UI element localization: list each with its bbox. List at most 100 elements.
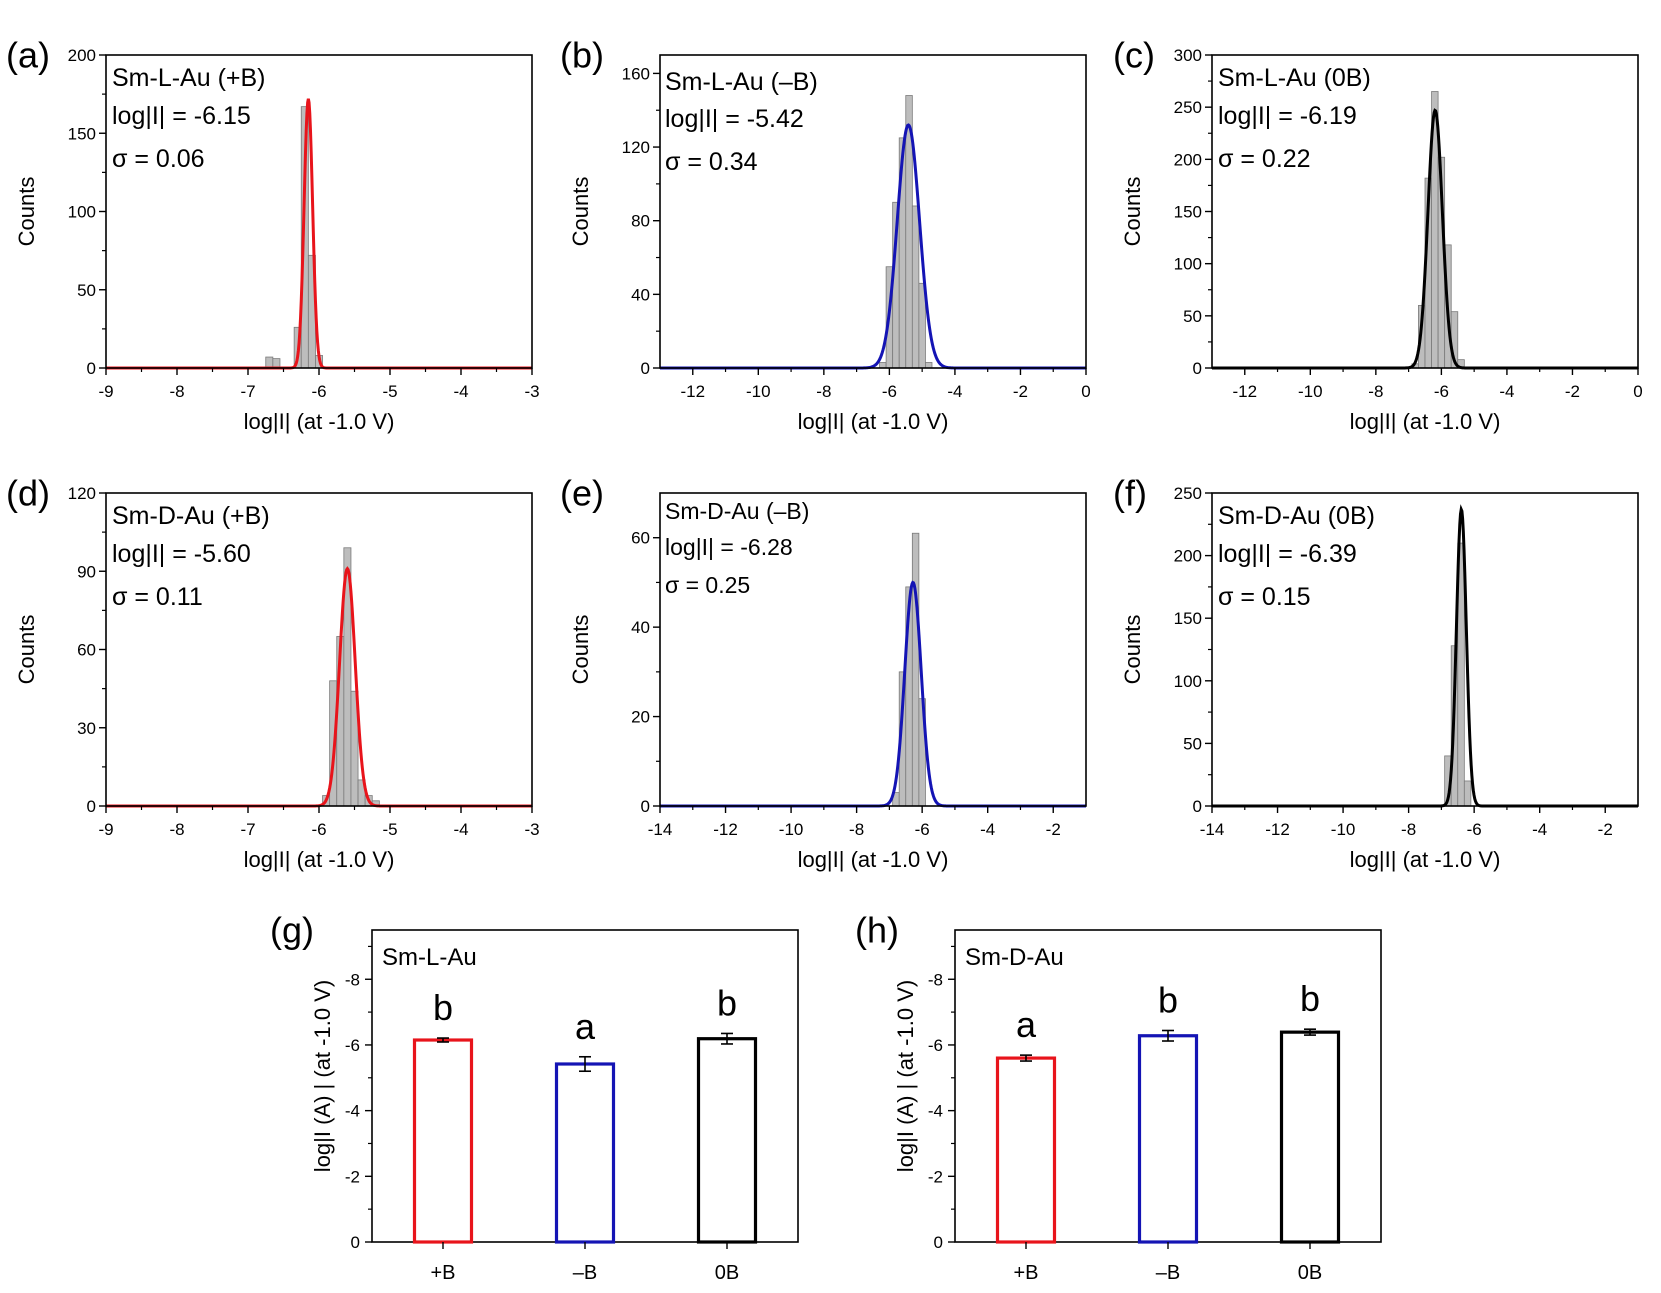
plot-frame (659, 54, 1087, 369)
annotation-text: Sm-L-Au (–B) (665, 68, 818, 96)
x-tick-label: -7 (240, 820, 255, 839)
x-tick-label: -12 (713, 820, 738, 839)
y-tick-label: -6 (928, 1036, 943, 1055)
annotation-text: Sm-D-Au (+B) (112, 502, 270, 530)
y-tick-label: 50 (1183, 307, 1202, 326)
x-tick-label: 0 (1633, 382, 1642, 401)
annotation-text: Sm-L-Au (382, 944, 477, 971)
x-tick-label: -14 (1200, 820, 1225, 839)
significance-letter: b (1300, 978, 1320, 1019)
y-tick-label: -6 (345, 1036, 360, 1055)
x-tick-label: -9 (98, 382, 113, 401)
x-tick-label: -2 (1598, 820, 1613, 839)
x-tick-label: -6 (311, 820, 326, 839)
x-tick-label: -3 (524, 820, 539, 839)
annotation-text: Sm-L-Au (+B) (112, 64, 266, 92)
histogram-bar (1463, 780, 1472, 807)
x-tick-label: -7 (240, 382, 255, 401)
y-tick-label: -2 (345, 1167, 360, 1186)
annotation-text: σ = 0.25 (665, 572, 750, 598)
x-tick-label: +B (1013, 1262, 1038, 1284)
x-tick-label: -8 (849, 820, 864, 839)
panel-label: (e) (560, 473, 604, 514)
significance-letter: b (1158, 979, 1178, 1020)
bar (554, 1062, 616, 1244)
y-tick-label: 40 (631, 285, 650, 304)
histogram-bar (925, 362, 933, 369)
y-axis-label: log|I (A) | (at -1.0 V) (310, 980, 335, 1172)
y-tick-label: 90 (77, 562, 96, 581)
bar (995, 1056, 1057, 1244)
x-tick-label: –B (573, 1262, 597, 1284)
y-tick-label: 0 (934, 1233, 943, 1252)
significance-letter: a (1016, 1004, 1037, 1045)
x-tick-label: -5 (382, 382, 397, 401)
x-tick-label: -6 (882, 382, 897, 401)
annotation-text: σ = 0.34 (665, 148, 758, 176)
y-tick-label: 0 (87, 797, 96, 816)
panel-label: (d) (6, 473, 50, 514)
histogram-bar (879, 362, 887, 369)
y-tick-label: 20 (631, 708, 650, 727)
annotation-text: log|I| = -6.39 (1218, 540, 1357, 568)
x-axis-label: log|I| (at -1.0 V) (798, 409, 949, 434)
x-tick-label: -4 (453, 382, 468, 401)
x-tick-label: 0B (715, 1262, 739, 1284)
y-tick-label: -8 (928, 970, 943, 989)
x-tick-label: -3 (524, 382, 539, 401)
y-axis-label: Counts (1120, 177, 1145, 247)
significance-letter: b (717, 982, 737, 1023)
x-tick-label: -8 (169, 382, 184, 401)
y-tick-label: 0 (351, 1233, 360, 1252)
annotation-text: log|I| = -6.28 (665, 534, 793, 560)
y-tick-label: 100 (68, 203, 96, 222)
y-tick-label: 120 (622, 138, 650, 157)
histogram-panel-c: (c) -12 -10 -8 -6 -4 -2 0 0 50 100 150 200 250 300 log|… (1113, 35, 1643, 434)
histogram-bar (911, 205, 920, 369)
y-tick-label: -8 (345, 970, 360, 989)
x-tick-label: -8 (1368, 382, 1383, 401)
y-tick-label: 50 (77, 281, 96, 300)
annotation-text: σ = 0.11 (112, 583, 203, 611)
y-tick-label: 60 (631, 529, 650, 548)
y-axis-label: Counts (14, 177, 39, 247)
x-tick-label: -10 (746, 382, 771, 401)
y-tick-label: -2 (928, 1167, 943, 1186)
bar (1137, 1034, 1199, 1244)
panel-label: (b) (560, 35, 604, 76)
x-tick-label: -8 (1401, 820, 1416, 839)
annotation-text: log|I| = -5.42 (665, 105, 804, 133)
x-tick-label: -6 (915, 820, 930, 839)
x-axis-label: log|I| (at -1.0 V) (1350, 847, 1501, 872)
bar (1279, 1030, 1341, 1244)
x-axis-label: log|I| (at -1.0 V) (1350, 409, 1501, 434)
histogram-panel-d: (d) -9 -8 -7 -6 -5 -4 -3 0 30 60 90 120 log|I| (at -1… (6, 473, 540, 872)
histogram-panel-f: (f) -14 -12 -10 -8 -6 -4 -2 0 50 100 150 200 250 log|I… (1113, 473, 1639, 872)
y-tick-label: 0 (641, 797, 650, 816)
y-tick-label: 250 (1174, 484, 1202, 503)
y-axis-label: log|I (A) | (at -1.0 V) (893, 980, 918, 1172)
x-axis-label: log|I| (at -1.0 V) (244, 847, 395, 872)
x-tick-label: -10 (1331, 820, 1356, 839)
x-tick-label: -6 (311, 382, 326, 401)
significance-letter: a (575, 1006, 596, 1047)
annotation-text: Sm-L-Au (0B) (1218, 64, 1371, 92)
x-tick-label: -2 (1046, 820, 1061, 839)
y-tick-label: 80 (631, 212, 650, 231)
y-tick-label: 50 (1183, 734, 1202, 753)
significance-letter: b (433, 987, 453, 1028)
annotation-text: log|I| = -6.19 (1218, 102, 1357, 130)
annotation-text: log|I| = -6.15 (112, 102, 251, 130)
x-tick-label: -14 (648, 820, 673, 839)
y-tick-label: 30 (77, 719, 96, 738)
y-tick-label: 0 (641, 359, 650, 378)
x-tick-label: -10 (1298, 382, 1323, 401)
x-tick-label: -10 (779, 820, 804, 839)
x-tick-label: -8 (816, 382, 831, 401)
x-tick-label: -4 (947, 382, 962, 401)
y-tick-label: 160 (622, 64, 650, 83)
x-tick-label: +B (430, 1262, 455, 1284)
x-tick-label: 0 (1081, 382, 1090, 401)
x-tick-label: -6 (1434, 382, 1449, 401)
x-tick-label: -8 (169, 820, 184, 839)
